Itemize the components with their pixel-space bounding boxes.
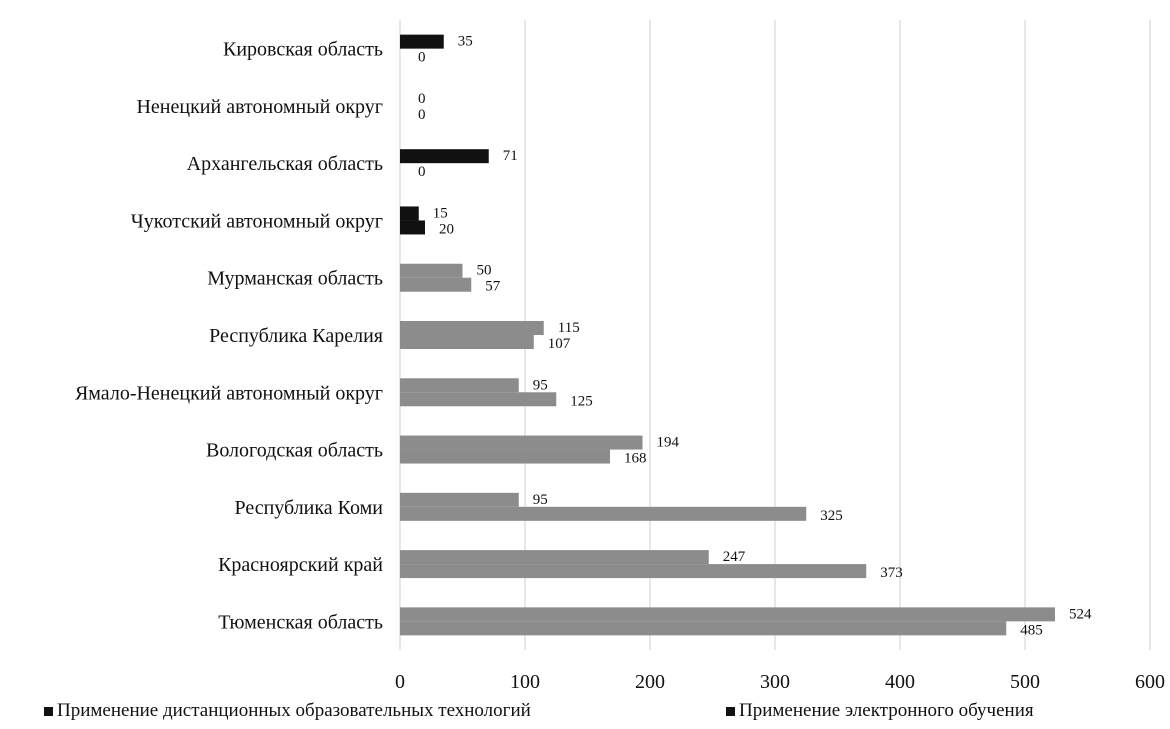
bar-remote-tech — [400, 263, 463, 278]
legend-item-e-learning: Применение электронного обучения — [726, 700, 1034, 722]
data-label: 71 — [503, 148, 518, 164]
category-label: Республика Коми — [234, 497, 383, 519]
bar-remote-tech — [400, 550, 709, 565]
data-label: 50 — [477, 263, 492, 279]
data-label: 0 — [418, 91, 426, 107]
legend-swatch-e-learning — [726, 706, 735, 716]
legend-label-remote-tech: Применение дистанционных образовательных… — [57, 700, 531, 721]
x-tick-label: 400 — [885, 671, 915, 693]
category-label: Республика Карелия — [209, 325, 383, 347]
bar-remote-tech — [400, 435, 643, 450]
category-label: Тюменская область — [218, 611, 383, 633]
bar-remote-tech — [400, 321, 544, 335]
legend-swatch-remote-tech — [44, 706, 53, 716]
legend: Применение дистанционных образовательных… — [44, 700, 1164, 728]
category-label: Кировская область — [223, 39, 383, 61]
bar-e-learning — [400, 335, 534, 349]
legend-item-remote-tech: Применение дистанционных образовательных… — [44, 700, 531, 722]
category-label: Чукотский автономный округ — [131, 210, 383, 232]
x-tick-label: 300 — [760, 671, 790, 693]
bar-e-learning — [400, 220, 425, 235]
data-label: 125 — [570, 393, 593, 409]
x-tick-label: 600 — [1135, 671, 1165, 693]
bar-e-learning — [400, 621, 1007, 636]
legend-label-e-learning: Применение электронного обучения — [739, 700, 1034, 721]
bar-remote-tech — [400, 149, 489, 164]
bar-remote-tech — [400, 492, 519, 507]
bar-remote-tech — [400, 607, 1055, 622]
data-label: 20 — [439, 221, 454, 237]
bar-remote-tech — [400, 34, 444, 49]
data-label: 107 — [548, 336, 571, 352]
bar-remote-tech — [400, 206, 419, 221]
category-label: Архангельская область — [187, 153, 383, 175]
data-label: 325 — [820, 508, 843, 524]
data-label: 57 — [485, 279, 501, 295]
bar-e-learning — [400, 506, 807, 521]
bar-remote-tech — [400, 378, 519, 393]
bar-e-learning — [400, 392, 557, 407]
data-label: 15 — [433, 205, 448, 221]
x-tick-label: 0 — [395, 671, 405, 693]
category-label: Ненецкий автономный округ — [136, 96, 383, 118]
data-label: 247 — [723, 549, 746, 565]
data-label: 0 — [418, 107, 426, 123]
bar-e-learning — [400, 564, 867, 579]
data-label: 485 — [1020, 622, 1043, 638]
data-label: 0 — [418, 164, 426, 180]
bar-e-learning — [400, 277, 472, 292]
data-label: 373 — [880, 565, 903, 581]
x-tick-label: 500 — [1010, 671, 1040, 693]
data-label: 115 — [558, 320, 580, 336]
data-label: 95 — [533, 492, 548, 508]
data-label: 35 — [458, 34, 473, 50]
data-label: 95 — [533, 377, 548, 393]
bar-e-learning — [400, 449, 610, 464]
x-tick-label: 200 — [635, 671, 665, 693]
category-label: Мурманская область — [207, 268, 383, 290]
x-tick-label: 100 — [510, 671, 540, 693]
data-label: 168 — [624, 451, 647, 467]
category-label: Красноярский край — [218, 554, 383, 576]
category-label: Вологодская область — [206, 440, 383, 462]
data-label: 524 — [1069, 606, 1092, 622]
data-label: 0 — [418, 50, 426, 66]
category-label: Ямало-Ненецкий автономный округ — [75, 382, 383, 404]
data-label: 194 — [657, 435, 680, 451]
